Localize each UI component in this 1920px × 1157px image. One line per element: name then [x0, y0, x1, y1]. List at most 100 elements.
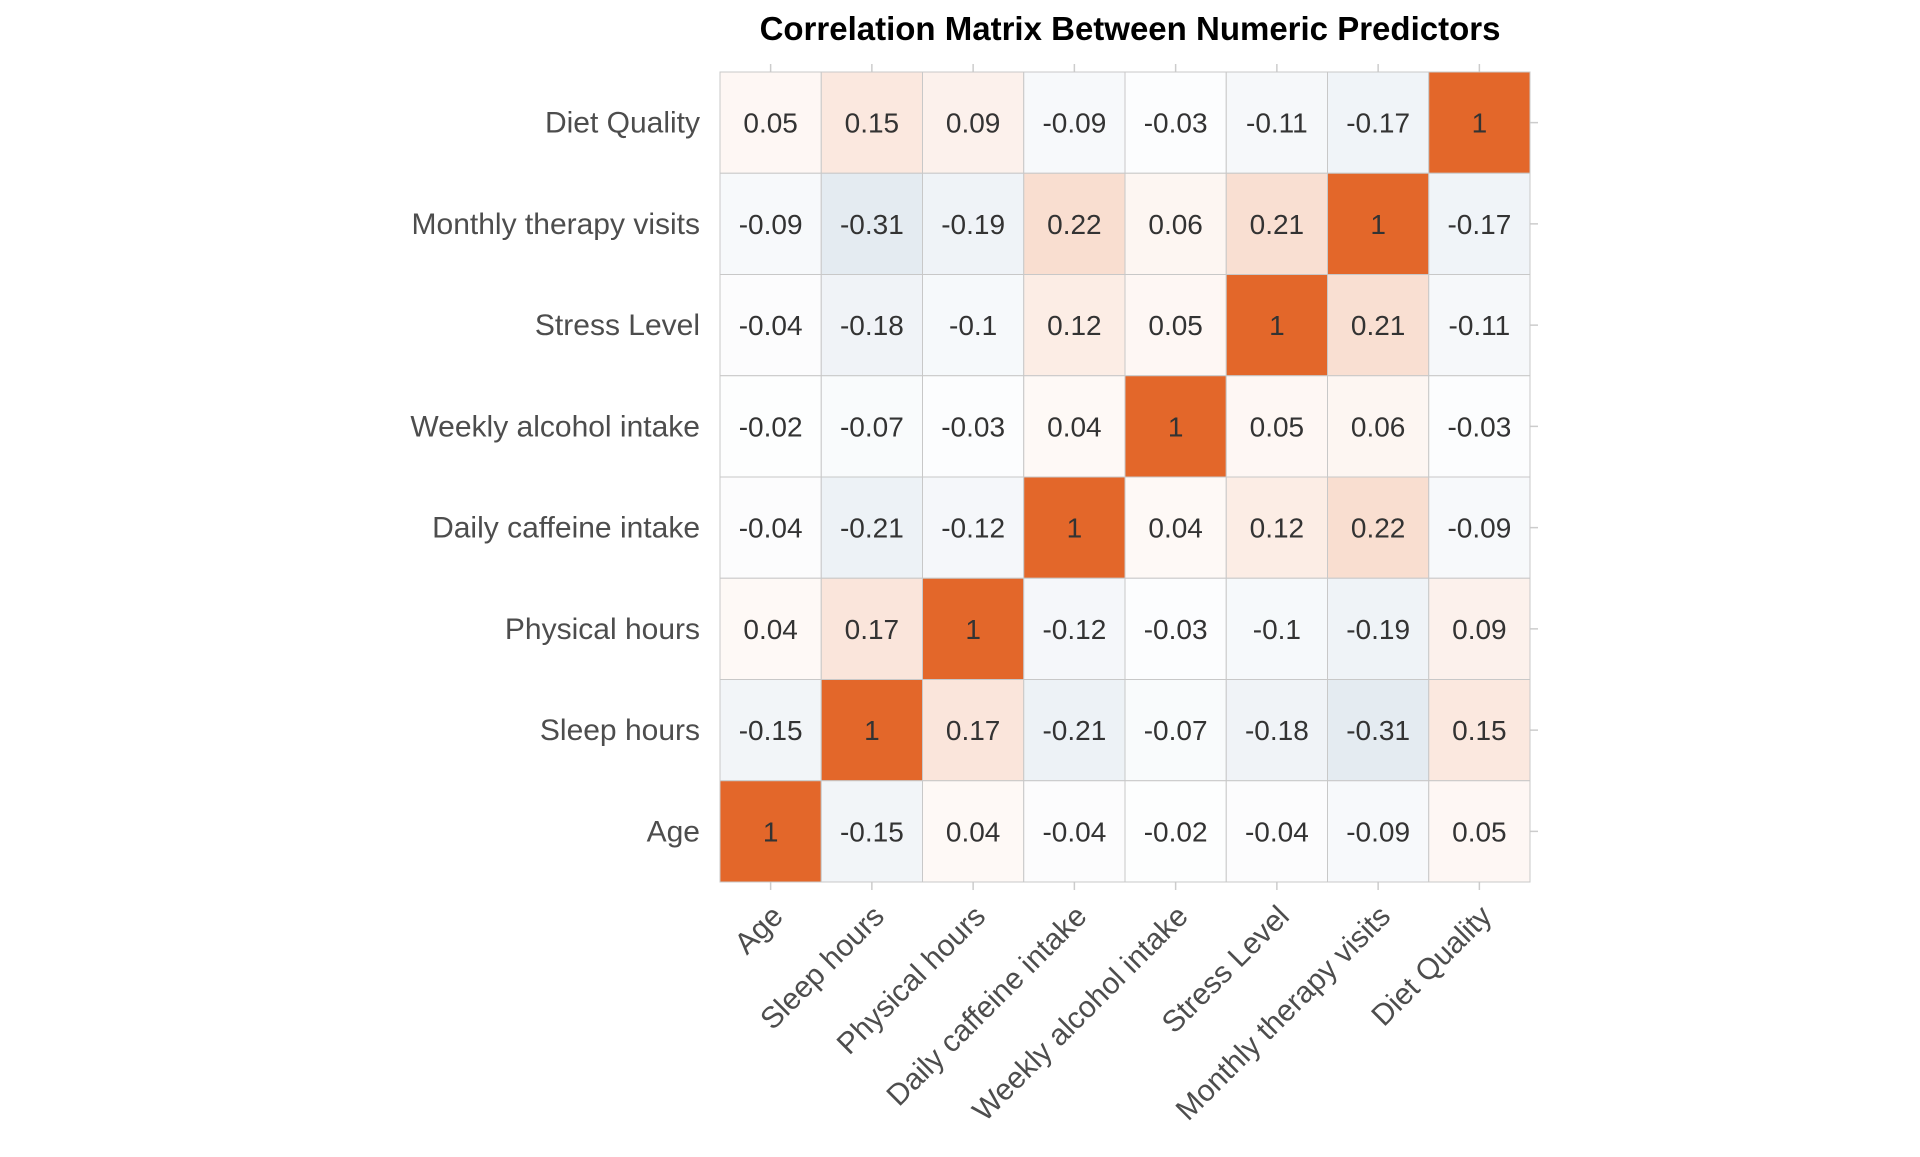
y-tick-label: Diet Quality	[545, 107, 700, 140]
heatmap-cell	[1428, 172, 1531, 275]
cell-value-label: 0.04	[1148, 513, 1203, 544]
heatmap-cell	[922, 172, 1025, 275]
cell-value-label: -0.03	[941, 411, 1005, 442]
cell-value-label: -0.11	[1246, 108, 1308, 139]
heatmap-cell	[1428, 476, 1531, 579]
heatmap-cell	[820, 172, 923, 275]
heatmap-cell	[922, 780, 1025, 883]
heatmap-cell	[1225, 679, 1328, 782]
cell-value-label: -0.04	[1042, 816, 1106, 847]
cell-value-label: -0.02	[739, 411, 803, 442]
heatmap-cell	[1428, 71, 1531, 174]
heatmap-cell	[1023, 476, 1126, 579]
heatmap-cell	[820, 679, 923, 782]
heatmap-cell	[1225, 577, 1328, 680]
cell-value-label: -0.17	[1346, 108, 1410, 139]
cell-value-label: 0.09	[1452, 614, 1507, 645]
cell-value-label: -0.09	[1042, 108, 1106, 139]
y-tick-label: Weekly alcohol intake	[410, 410, 700, 443]
heatmap-cell	[1225, 476, 1328, 579]
heatmap-cell	[1023, 274, 1126, 377]
heatmap-cell	[719, 274, 822, 377]
heatmap-cell	[1023, 172, 1126, 275]
cell-value-label: 0.17	[845, 614, 900, 645]
y-tick-label: Physical hours	[505, 613, 700, 646]
heatmap-cell	[1023, 679, 1126, 782]
heatmap-cell	[1428, 679, 1531, 782]
cell-value-label: -0.1	[1253, 614, 1301, 645]
cell-value-label: 0.22	[1047, 209, 1102, 240]
cell-value-label: -0.31	[840, 209, 904, 240]
heatmap-cell	[1225, 71, 1328, 174]
y-tick-label: Age	[647, 815, 700, 848]
y-axis: Diet Quality Monthly therapy visits Stress…	[410, 107, 700, 849]
heatmap-cell	[820, 780, 923, 883]
y-tick-label: Sleep hours	[540, 714, 700, 747]
heatmap-cell	[820, 476, 923, 579]
heatmap-cell	[1124, 274, 1227, 377]
cell-value-label: 0.22	[1351, 513, 1406, 544]
cell-value-label: -0.04	[739, 513, 803, 544]
cell-value-label: 1	[1269, 310, 1285, 341]
chart-title: Correlation Matrix Between Numeric Predi…	[760, 10, 1501, 47]
heatmap-cell	[1225, 172, 1328, 275]
cell-value-label: -0.12	[1042, 614, 1106, 645]
heatmap-cell	[719, 679, 822, 782]
heatmap-cell	[820, 274, 923, 377]
heatmap-cell	[1124, 577, 1227, 680]
heatmap-cell	[1124, 375, 1227, 478]
cell-value-label: -0.11	[1449, 310, 1511, 341]
heatmap-cell	[719, 172, 822, 275]
cell-value-label: 1	[1472, 108, 1488, 139]
heatmap-cell	[922, 274, 1025, 377]
heatmap-cell	[820, 71, 923, 174]
heatmap-cell	[1428, 274, 1531, 377]
cell-value-label: -0.07	[840, 411, 904, 442]
cell-value-label: -0.21	[840, 513, 904, 544]
heatmap-cell	[1327, 71, 1430, 174]
cell-value-label: 0.09	[946, 108, 1001, 139]
heatmap-cell	[1225, 780, 1328, 883]
heatmap-cell	[1327, 577, 1430, 680]
cell-value-label: 0.05	[743, 108, 798, 139]
cell-value-label: 0.15	[845, 108, 900, 139]
cell-value-label: -0.12	[941, 513, 1005, 544]
cell-value-label: -0.04	[1245, 816, 1309, 847]
heatmap-cell	[719, 780, 822, 883]
cell-value-label: -0.18	[1245, 715, 1309, 746]
y-tick-label: Daily caffeine intake	[432, 512, 700, 545]
cell-value-label: -0.17	[1447, 209, 1511, 240]
heatmap-cell	[1023, 577, 1126, 680]
cell-value-label: 1	[965, 614, 981, 645]
heatmap-cell	[1023, 375, 1126, 478]
heatmap-cell	[1327, 476, 1430, 579]
cell-value-label: -0.18	[840, 310, 904, 341]
cell-value-label: 0.17	[946, 715, 1001, 746]
heatmap-cell	[1428, 375, 1531, 478]
cell-value-label: 1	[1067, 513, 1083, 544]
heatmap-cell	[1327, 679, 1430, 782]
heatmap-cell	[1225, 375, 1328, 478]
cell-value-label: 1	[763, 816, 779, 847]
cell-value-label: -0.15	[739, 715, 803, 746]
cell-value-label: 0.04	[743, 614, 798, 645]
y-tick-label: Stress Level	[535, 309, 700, 342]
cell-value-labels: 0.05 0.15 0.09 -0.09 -0.03 -0.11 -0.17 1-0.09 -0…	[739, 108, 1512, 848]
cell-value-label: 0.21	[1351, 310, 1406, 341]
cell-value-label: 0.21	[1250, 209, 1305, 240]
heatmap-cells	[719, 71, 1531, 883]
tick-marks	[769, 64, 1538, 890]
heatmap-cell	[1124, 476, 1227, 579]
cell-value-label: 0.12	[1250, 513, 1305, 544]
cell-value-label: 0.06	[1351, 411, 1406, 442]
cell-value-label: 0.04	[1047, 411, 1102, 442]
cell-value-label: -0.1	[949, 310, 997, 341]
cell-value-label: 1	[864, 715, 880, 746]
cell-value-label: -0.02	[1144, 816, 1208, 847]
cell-value-label: -0.31	[1346, 715, 1410, 746]
cell-value-label: 0.05	[1250, 411, 1305, 442]
heatmap-cell	[1023, 71, 1126, 174]
heatmap-cell	[1124, 679, 1227, 782]
